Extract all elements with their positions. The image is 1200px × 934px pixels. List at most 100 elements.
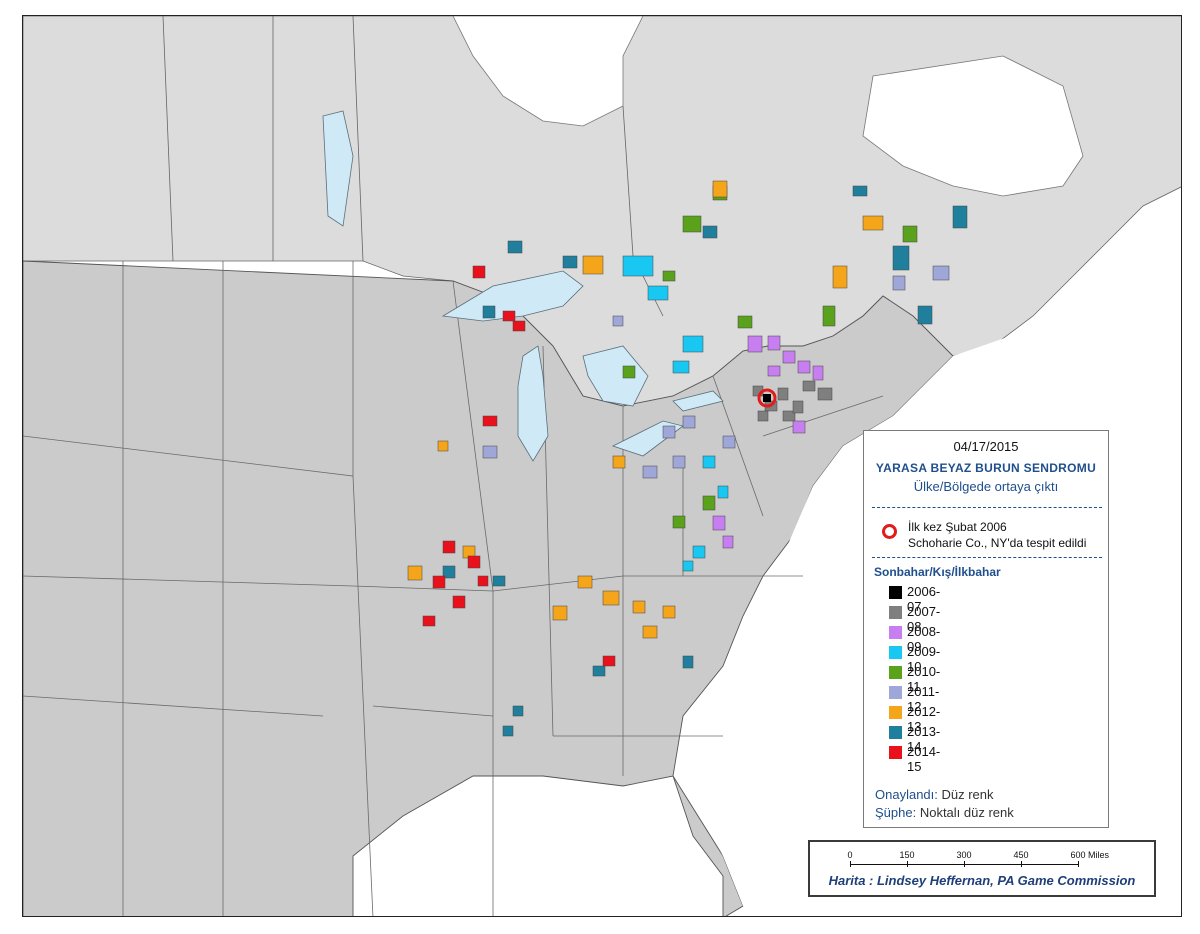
county-patch xyxy=(507,240,523,254)
county-patch xyxy=(482,305,496,319)
county-patch xyxy=(797,360,811,374)
county-patch xyxy=(682,335,704,353)
county-patch xyxy=(602,590,620,606)
county-patch xyxy=(437,440,449,452)
season-label: 2013-14 xyxy=(907,724,941,754)
legend-divider xyxy=(872,507,1102,508)
county-patch xyxy=(442,540,456,554)
scale-tick-mark xyxy=(1078,861,1079,867)
season-swatch xyxy=(889,706,902,719)
county-patch xyxy=(792,400,804,414)
county-patch xyxy=(467,555,481,569)
scale-tick-mark xyxy=(850,861,851,867)
county-patch xyxy=(407,565,423,581)
county-patch xyxy=(757,410,769,422)
county-patch xyxy=(642,465,658,479)
season-label: 2011-12 xyxy=(907,684,940,714)
county-patch xyxy=(682,560,694,572)
county-patch xyxy=(562,255,578,269)
county-patch xyxy=(632,600,646,614)
county-patch xyxy=(722,535,734,549)
legend-divider xyxy=(872,557,1102,558)
county-patch xyxy=(712,515,726,531)
wns-county-patches xyxy=(407,180,968,737)
county-patch xyxy=(782,350,796,364)
county-patch xyxy=(612,315,624,327)
scale-bar: 0 150 300 450 600 Miles Harita : Lindsey Hef… xyxy=(808,840,1156,897)
map-credit: Harita : Lindsey Heffernan, PA Game Comm… xyxy=(828,873,1136,888)
season-label: 2014-15 xyxy=(907,744,941,774)
scale-tick-label: 450 xyxy=(1013,850,1029,860)
first-detection-line2: Schoharie Co., NY'da tespit edildi xyxy=(908,536,1087,550)
county-patch xyxy=(672,455,686,469)
scale-tick-mark xyxy=(964,861,965,867)
confirmed-value: Düz renk xyxy=(941,787,994,802)
county-patch xyxy=(622,365,636,379)
season-swatch xyxy=(889,686,902,699)
season-label: 2007-08 xyxy=(907,604,941,634)
county-patch xyxy=(622,255,654,277)
county-patch xyxy=(472,265,486,279)
county-patch xyxy=(862,215,884,231)
county-patch xyxy=(767,335,781,351)
county-patch xyxy=(682,655,694,669)
county-patch xyxy=(477,575,489,587)
county-patch xyxy=(492,575,506,587)
season-swatch xyxy=(889,606,902,619)
season-label: 2009-10 xyxy=(907,644,941,674)
scale-tick-label: 0 xyxy=(847,850,853,860)
northern-water xyxy=(452,16,644,127)
season-swatch xyxy=(889,726,902,739)
county-patch xyxy=(452,595,466,609)
season-swatch xyxy=(889,666,902,679)
lake-superior xyxy=(441,270,584,322)
season-label: 2008-09 xyxy=(907,624,941,654)
county-patch xyxy=(812,365,824,381)
county-patch xyxy=(512,705,524,717)
season-label: 2006-07 xyxy=(907,584,941,614)
county-patch xyxy=(592,665,606,677)
first-detection-line1: İlk kez Şubat 2006 xyxy=(908,520,1007,534)
county-patch xyxy=(672,515,686,529)
county-patch xyxy=(682,215,702,233)
county-patch xyxy=(832,265,848,289)
county-patch xyxy=(712,180,728,198)
season-label: 2010-11 xyxy=(907,664,941,694)
gulf-of-mexico xyxy=(352,775,724,916)
suspect-key: Şüphe: xyxy=(875,805,917,820)
county-patch xyxy=(582,255,604,275)
county-patch xyxy=(892,245,910,271)
county-patch xyxy=(672,360,690,374)
county-patch xyxy=(647,285,669,301)
county-patch xyxy=(722,435,736,449)
lake-huron xyxy=(582,345,649,407)
scale-tick-label: 300 xyxy=(956,850,972,860)
legend-title: YARASA BEYAZ BURUN SENDROMU xyxy=(875,461,1097,475)
county-patch xyxy=(662,270,676,282)
lake-ontario xyxy=(672,390,724,412)
county-patch xyxy=(692,545,706,559)
scale-tick-label: 600 xyxy=(1070,850,1086,860)
county-patch xyxy=(902,225,918,243)
county-patch xyxy=(502,310,516,322)
state-borders xyxy=(23,261,884,916)
county-patch xyxy=(682,415,696,429)
lake-winnipeg xyxy=(322,110,354,227)
county-patch xyxy=(662,605,676,619)
scale-unit: Miles xyxy=(1088,850,1110,860)
county-patch xyxy=(702,225,718,239)
county-patch xyxy=(777,387,789,401)
county-patch xyxy=(747,335,763,353)
county-patch xyxy=(702,455,716,469)
county-patch xyxy=(482,445,498,459)
county-patch xyxy=(792,420,806,434)
season-label: 2012-13 xyxy=(907,704,941,734)
county-patch xyxy=(612,455,626,469)
county-patch xyxy=(602,655,616,667)
county-patch xyxy=(702,495,716,511)
county-patch xyxy=(822,305,836,327)
legend-date: 04/17/2015 xyxy=(953,439,1019,454)
county-patch xyxy=(642,625,658,639)
confirmed-key: Onaylandı: xyxy=(875,787,938,802)
legend-subtitle: Ülke/Bölgede ortaya çıktı xyxy=(913,479,1059,494)
